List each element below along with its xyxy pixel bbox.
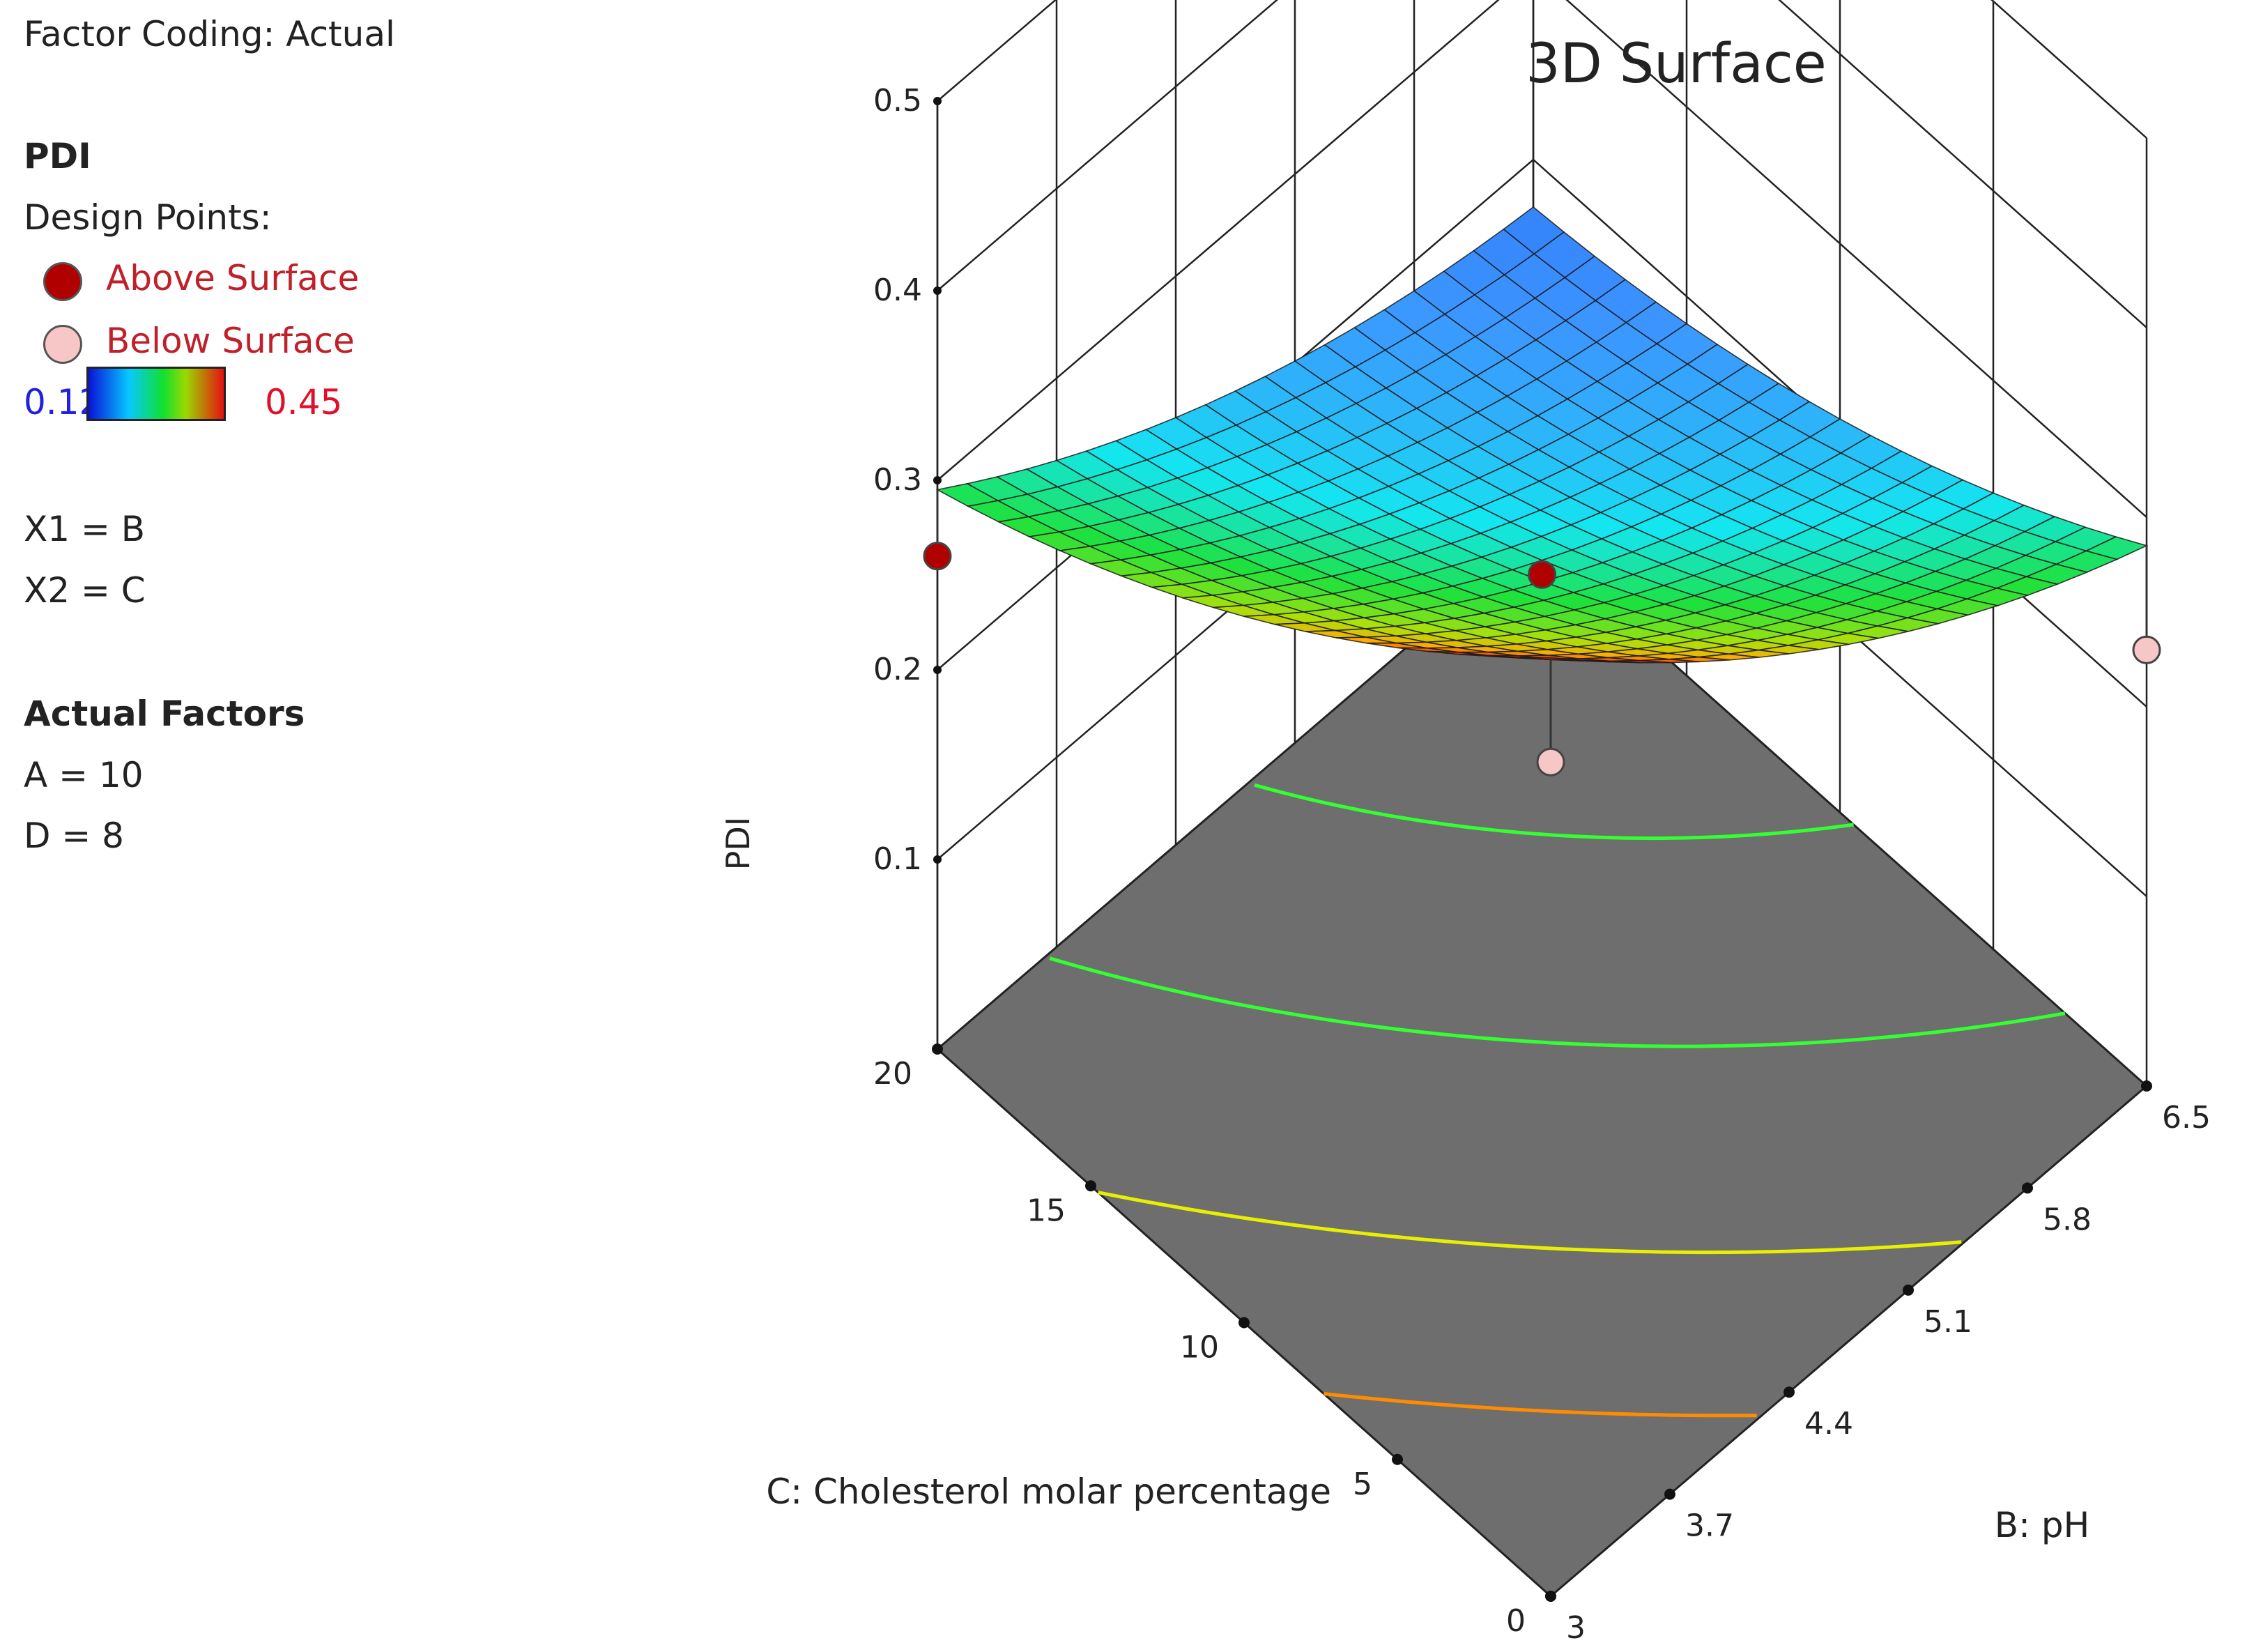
b-tick-label: 5.1 [1924, 1304, 1972, 1340]
z-tick-label: 0.1 [873, 841, 922, 877]
floor-polygon [935, 537, 2149, 1598]
b-tick-label: 4.4 [1804, 1406, 1853, 1441]
contour-line [1049, 956, 2066, 1048]
c-tick-dot [1545, 1591, 1556, 1602]
c-tick-label: 0 [1506, 1603, 1526, 1639]
z-tick-dot [933, 855, 942, 864]
factor-d-value: D = 8 [24, 816, 124, 856]
design-point-below [2132, 635, 2161, 664]
below-surface-marker [43, 325, 82, 364]
design-points-label: Design Points: [24, 197, 272, 238]
above-surface-label: Above Surface [106, 258, 360, 298]
design-point-below [1536, 747, 1565, 777]
b-tick-dot [2141, 1080, 2152, 1092]
design-point-above [1528, 560, 1556, 589]
b-axis-label: B: pH [1995, 1505, 2089, 1545]
c-tick-dot [1238, 1317, 1250, 1329]
b-tick-dot [1903, 1284, 1914, 1296]
wall-grid-horizontal [937, 0, 2147, 518]
b-tick-label: 6.5 [2162, 1100, 2211, 1135]
z-tick-dot [933, 286, 942, 295]
z-tick-label: 0.5 [873, 83, 922, 118]
b-tick-dot [2022, 1182, 2033, 1194]
factor-coding-label: Factor Coding: Actual [24, 14, 395, 54]
z-tick-dot [933, 476, 942, 484]
wall-grid-horizontal [937, 0, 2147, 328]
below-surface-label: Below Surface [106, 321, 355, 361]
response-title: PDI [24, 136, 91, 176]
c-tick-dot [1392, 1453, 1403, 1465]
factor-a-value: A = 10 [24, 755, 144, 795]
design-point-above [923, 542, 952, 571]
z-tick-label: 0.4 [873, 273, 922, 308]
c-tick-label: 5 [1353, 1467, 1372, 1502]
c-tick-label: 15 [1027, 1193, 1066, 1228]
actual-factors-title: Actual Factors [24, 694, 305, 734]
contour-line [1254, 783, 1854, 841]
c-tick-label: 20 [873, 1056, 912, 1092]
scale-max-label: 0.45 [265, 382, 343, 422]
contour-lines [1049, 783, 2066, 1418]
chart-title: 3D Surface [1526, 33, 1827, 95]
axis-ticks: 0.1 0.2 0.3 0.4 0.5 3 3.7 4.4 5.1 5.8 6.5 0 5 10 15 20 [873, 83, 2211, 1646]
b-tick-label: 5.8 [2043, 1202, 2092, 1237]
c-tick-label: 10 [1180, 1330, 1219, 1366]
z-tick-dot [933, 666, 942, 674]
z-tick-label: 0.3 [873, 462, 922, 498]
contour-line [1098, 1191, 1962, 1255]
c-axis-label: C: Cholesterol molar percentage [766, 1471, 1331, 1512]
b-tick-label: 3 [1566, 1610, 1586, 1646]
c-tick-dot [1085, 1180, 1096, 1192]
x1-mapping: X1 = B [24, 509, 146, 549]
response-surface [935, 206, 2149, 664]
z-tick-dot [933, 97, 942, 105]
contour-line [1324, 1392, 1757, 1418]
x2-mapping: X2 = C [24, 570, 146, 611]
b-tick-dot [1664, 1488, 1675, 1500]
z-axis-label: PDI [719, 817, 757, 871]
c-tick-dot [932, 1043, 943, 1055]
z-tick-label: 0.2 [873, 652, 922, 687]
b-tick-label: 3.7 [1685, 1508, 1734, 1544]
floor-plane [935, 537, 2149, 1598]
color-scale-bar [86, 367, 226, 421]
design-points [923, 489, 2161, 777]
b-tick-dot [1783, 1386, 1795, 1398]
above-surface-marker [43, 262, 82, 301]
